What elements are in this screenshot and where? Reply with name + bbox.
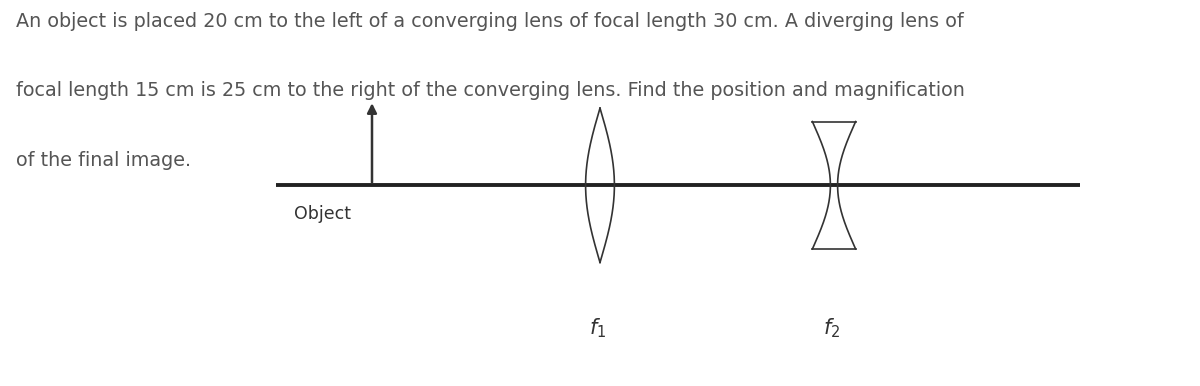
Text: focal length 15 cm is 25 cm to the right of the converging lens. Find the positi: focal length 15 cm is 25 cm to the right… — [16, 81, 965, 100]
Text: of the final image.: of the final image. — [16, 151, 191, 169]
Text: $f_2$: $f_2$ — [823, 316, 840, 340]
Text: $f_1$: $f_1$ — [589, 316, 606, 340]
Text: Object: Object — [294, 205, 352, 223]
Text: An object is placed 20 cm to the left of a converging lens of focal length 30 cm: An object is placed 20 cm to the left of… — [16, 12, 964, 30]
